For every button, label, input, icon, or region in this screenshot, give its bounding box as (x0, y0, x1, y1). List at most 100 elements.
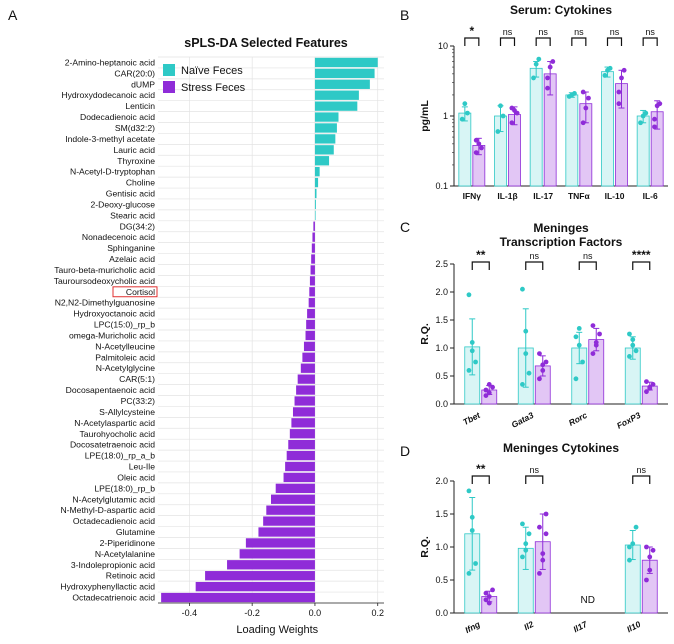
feature-label: Stearic acid (110, 210, 155, 220)
data-point (533, 61, 539, 67)
feature-label: Leu-Ile (129, 462, 155, 472)
data-point (621, 67, 627, 73)
feature-label: Palmitoleic acid (95, 352, 155, 362)
x-axis-label: Loading Weights (236, 624, 318, 636)
data-point (607, 65, 613, 71)
feature-label: 2-Amino-heptanoic acid (65, 57, 156, 67)
significance-label: ns (529, 251, 539, 261)
data-point (543, 511, 549, 517)
loading-bar (306, 319, 315, 330)
feature-label: Cortisol (126, 287, 155, 297)
data-point (523, 541, 529, 547)
feature-label: N-Acetylglutamic acid (72, 494, 155, 504)
data-point (520, 554, 525, 560)
feature-label: S-Allylcysteine (99, 407, 155, 417)
data-point (523, 547, 529, 553)
y-tick-label: 0.0 (435, 399, 448, 409)
x-tick-label: 0.0 (309, 608, 322, 618)
data-point (523, 328, 529, 334)
loading-bar (307, 308, 315, 319)
loading-bar (314, 90, 359, 100)
feature-label: Taurohyocholic acid (80, 429, 156, 439)
data-point (590, 351, 596, 356)
data-point (537, 351, 542, 356)
data-point (479, 145, 484, 151)
feature-label: 2-Deoxy-glucose (91, 199, 156, 209)
significance-label: ns (538, 27, 548, 37)
significance-label: ns (636, 465, 646, 475)
loading-bar (258, 527, 315, 537)
y-tick-label: 1 (443, 111, 448, 121)
data-point (543, 531, 549, 537)
panel-letter: D (400, 443, 410, 459)
data-point (540, 557, 546, 563)
y-tick-label: 2.5 (435, 259, 448, 269)
data-point (627, 544, 632, 550)
loading-bar (312, 232, 315, 242)
data-point (520, 286, 525, 292)
feature-label: Hydroxyphenyllactic acid (60, 582, 155, 592)
data-point (483, 590, 489, 596)
data-point (644, 389, 649, 395)
feature-label: SM(d32:2) (115, 123, 155, 133)
data-point (627, 354, 632, 359)
data-point (627, 557, 632, 563)
feature-label: CAR(20:0) (114, 68, 155, 78)
loading-bar (283, 472, 315, 483)
feature-label: DG(34:2) (120, 221, 155, 231)
significance-label: ns (574, 27, 584, 37)
data-point (580, 89, 586, 95)
data-point (526, 370, 532, 376)
data-point (495, 129, 501, 134)
feature-label: N2,N2-Dimethylguanosine (55, 298, 156, 308)
data-point (545, 75, 550, 81)
significance-bracket (471, 261, 490, 270)
loading-bar (314, 123, 337, 133)
data-point (459, 116, 465, 122)
data-point (616, 89, 622, 95)
data-point (476, 141, 482, 147)
data-point (650, 547, 656, 553)
loading-bar (195, 581, 315, 592)
loading-bar (289, 429, 315, 439)
significance-bracket (471, 475, 490, 484)
y-axis-label: R.Q. (419, 323, 431, 345)
feature-label: Lauric acid (113, 145, 155, 155)
loading-bar (292, 407, 315, 417)
data-point (647, 567, 653, 573)
data-point (483, 387, 489, 393)
significance-label: ** (476, 248, 486, 262)
data-point (652, 116, 657, 122)
data-point (540, 362, 546, 368)
y-tick-label: 10 (438, 41, 448, 51)
significance-bracket (632, 475, 651, 484)
significance-bracket (499, 37, 516, 46)
loading-bar (309, 287, 315, 297)
y-tick-label: 1.0 (435, 542, 448, 552)
feature-label: Tauroursodeoxycholic acid (54, 276, 155, 286)
loading-bar (308, 298, 315, 308)
loading-bar (296, 385, 315, 395)
feature-label: N-Acetylglycine (96, 363, 155, 373)
loading-bar (161, 592, 315, 603)
category-label: Rorc (567, 410, 589, 428)
significance-label: **** (632, 248, 651, 262)
data-point (514, 110, 520, 116)
feature-label: LPE(18:0)_rp_b (94, 483, 155, 493)
data-point (490, 384, 495, 390)
loading-bar (297, 374, 315, 384)
category-label: Il17 (571, 618, 589, 634)
loading-bar (305, 330, 315, 341)
data-point (633, 348, 639, 354)
y-tick-label: 2.0 (435, 476, 448, 486)
loading-bar (309, 276, 315, 286)
data-point (466, 488, 472, 494)
category-label: IFNγ (463, 191, 482, 201)
category-label: Il2 (522, 619, 535, 632)
data-point (644, 577, 649, 583)
loading-bar (314, 57, 378, 68)
loading-bar (275, 483, 315, 493)
y-tick-label: 0.0 (435, 608, 448, 618)
feature-label: N-Acetylalanine (95, 549, 155, 559)
